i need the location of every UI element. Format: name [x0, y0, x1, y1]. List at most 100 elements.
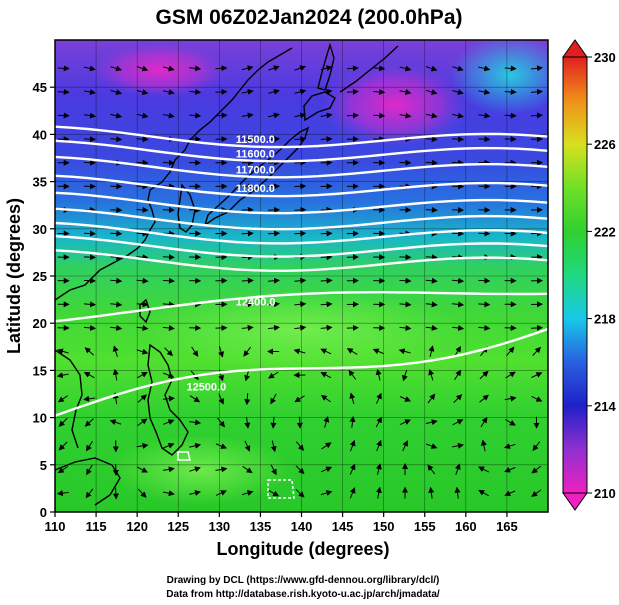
- wind-arrow: [268, 136, 281, 143]
- wind-arrow: [136, 183, 149, 190]
- wind-arrow: [268, 88, 280, 95]
- wind-arrow: [189, 419, 202, 426]
- wind-arrow: [270, 440, 277, 453]
- wind-arrow: [398, 348, 411, 355]
- wind-arrow: [373, 112, 386, 119]
- wind-arrow: [376, 439, 382, 452]
- wind-arrow: [504, 65, 517, 72]
- height-contour: [55, 125, 548, 149]
- wind-arrow: [478, 89, 491, 95]
- wind-arrow: [452, 442, 464, 449]
- wind-arrow: [425, 136, 438, 143]
- wind-arrow: [110, 254, 123, 261]
- wind-arrow: [375, 486, 382, 499]
- wind-arrow: [452, 112, 464, 119]
- wind-arrow: [349, 392, 356, 405]
- wind-arrow: [452, 206, 465, 213]
- wind-arrow: [427, 393, 436, 404]
- wind-arrow: [294, 65, 307, 72]
- wind-arrow: [320, 372, 332, 379]
- wind-arrow: [505, 371, 516, 379]
- contour-label: 11500.0: [236, 134, 275, 146]
- wind-arrow: [136, 206, 149, 213]
- wind-arrow: [217, 417, 226, 428]
- wind-arrow: [85, 488, 94, 499]
- wind-arrow: [56, 372, 69, 379]
- x-tick-label: 115: [86, 519, 107, 534]
- wind-arrow: [320, 301, 333, 308]
- wind-arrow: [531, 395, 543, 402]
- wind-arrow: [162, 395, 175, 402]
- wind-arrow: [268, 183, 281, 190]
- wind-arrow: [268, 230, 281, 237]
- colorbar-gradient: [562, 56, 588, 494]
- wind-arrow: [162, 466, 175, 473]
- wind-arrow: [162, 277, 175, 284]
- wind-arrow: [85, 441, 93, 452]
- wind-arrow: [136, 442, 149, 449]
- wind-arrow: [215, 65, 228, 72]
- map-title: GSM 06Z02Jan2024 (200.0hPa): [155, 6, 462, 29]
- wind-arrow: [112, 487, 119, 500]
- contour-label: 12500.0: [186, 381, 226, 393]
- lime-anomaly-center: [140, 290, 460, 370]
- y-tick-label: 20: [33, 316, 47, 331]
- wind-arrow: [479, 370, 489, 380]
- colorbar-tick-label: 210: [594, 486, 616, 501]
- wind-arrow: [215, 443, 228, 449]
- wind-arrow: [244, 369, 251, 382]
- y-tick-label: 0: [40, 505, 47, 520]
- wind-arrow: [478, 65, 491, 72]
- x-tick-label: 145: [332, 519, 354, 534]
- wind-arrow: [296, 416, 303, 429]
- wind-arrow: [320, 466, 333, 473]
- wind-arrow: [294, 277, 307, 284]
- wind-arrow: [56, 490, 69, 497]
- wind-arrow: [425, 324, 438, 331]
- wind-arrow: [57, 88, 70, 95]
- wind-arrow: [268, 301, 280, 308]
- height-contour: [55, 139, 548, 163]
- x-axis-label: Longitude (degrees): [216, 539, 389, 559]
- wind-arrow: [268, 371, 279, 379]
- wind-arrow: [478, 277, 491, 284]
- wind-arrow: [425, 277, 438, 284]
- wind-arrow: [112, 345, 119, 357]
- wind-arrow: [112, 463, 119, 476]
- wind-arrow: [162, 159, 175, 166]
- wind-arrow: [454, 463, 461, 475]
- wind-arrow: [84, 347, 95, 356]
- wind-arrow: [136, 89, 149, 95]
- wind-arrow: [136, 301, 149, 308]
- wind-arrow: [110, 65, 122, 72]
- wind-arrow: [57, 65, 70, 72]
- wind-arrow: [399, 277, 412, 284]
- wind-arrow: [270, 416, 277, 429]
- y-tick-label: 10: [33, 411, 47, 426]
- wind-arrow: [294, 183, 307, 190]
- wind-arrow: [505, 419, 516, 426]
- wind-arrow: [162, 490, 175, 497]
- wind-arrow: [375, 368, 382, 381]
- warm-anomaly-magenta-east: [320, 63, 470, 147]
- wind-arrow: [428, 345, 435, 358]
- wind-arrow: [241, 112, 254, 119]
- wind-arrow: [530, 88, 543, 95]
- wind-arrow: [399, 325, 412, 331]
- wind-arrow: [244, 416, 251, 429]
- wind-arrow: [163, 372, 175, 379]
- wind-arrow: [84, 112, 96, 119]
- contour-label: 11700.0: [236, 164, 275, 176]
- wind-arrow: [268, 65, 280, 72]
- wind-arrow: [452, 277, 465, 284]
- wind-arrow: [453, 394, 463, 403]
- wind-arrow: [346, 112, 359, 119]
- wind-arrow: [428, 368, 435, 381]
- height-contour: [55, 249, 548, 273]
- wind-arrow: [58, 418, 68, 427]
- wind-arrow: [479, 394, 489, 403]
- wind-arrow: [452, 136, 465, 143]
- contour-label: 12400.0: [236, 296, 276, 308]
- wind-arrow: [137, 418, 148, 426]
